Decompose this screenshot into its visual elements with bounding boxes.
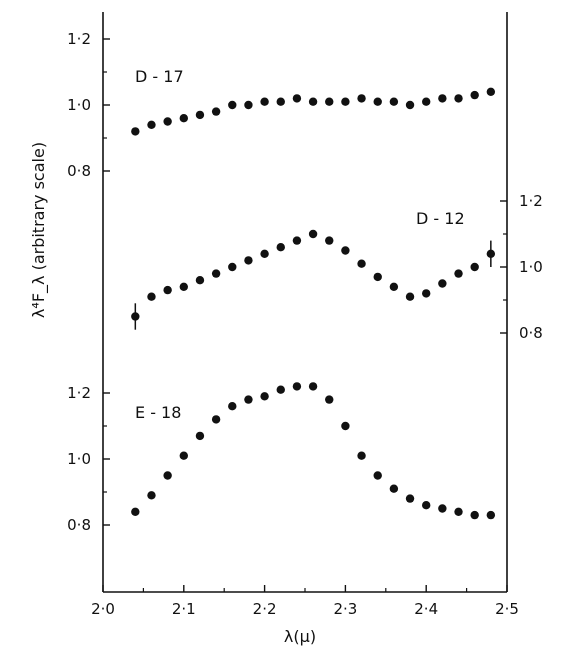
data-point: [373, 471, 382, 480]
data-point: [325, 236, 334, 245]
data-point: [341, 246, 350, 255]
y-tick-label: 1·2: [519, 192, 543, 210]
data-point: [244, 256, 253, 265]
series-labels: D - 17 D - 12 E - 18: [135, 67, 465, 422]
y-tick-label: 1·0: [67, 96, 91, 114]
y-tick-label: 0·8: [519, 324, 543, 342]
data-point: [438, 504, 447, 513]
data-point: [438, 279, 447, 288]
data-point: [405, 292, 415, 301]
data-point: [211, 269, 221, 278]
x-tick-label: 2·4: [414, 600, 438, 618]
data-point: [211, 107, 221, 116]
data-point: [276, 385, 285, 394]
data-point: [228, 100, 237, 110]
data-point: [341, 97, 350, 106]
data-point: [422, 97, 431, 106]
y-tick-label: 0·8: [67, 516, 91, 534]
x-axis-title: λ(μ): [284, 627, 316, 646]
data-point: [195, 110, 205, 120]
series-0: [131, 87, 496, 136]
data-point: [454, 94, 463, 103]
data-point: [486, 510, 496, 520]
data-point: [373, 272, 382, 282]
data-point: [195, 431, 205, 441]
data-point: [276, 243, 285, 252]
data-point: [260, 392, 269, 401]
data-point: [163, 471, 172, 480]
data-point: [325, 395, 334, 404]
series-label: D - 17: [135, 67, 184, 86]
data-point: [357, 94, 366, 103]
data-point: [373, 97, 382, 106]
data-point: [260, 249, 269, 258]
data-point: [454, 507, 463, 516]
data-point: [163, 117, 172, 126]
data-point: [211, 415, 221, 424]
data-point: [405, 494, 415, 503]
data-point: [341, 421, 350, 431]
y-tick-label: 0·8: [67, 162, 91, 180]
data-point: [422, 289, 431, 298]
x-tick-label: 2·0: [91, 600, 115, 618]
data-point: [486, 87, 496, 97]
data-point: [276, 97, 285, 106]
data-point: [292, 236, 302, 245]
data-point: [292, 382, 302, 391]
y-axes: 0·8 1·0 1·2 0·8 1·0 1·2 0·8 1·0 1·2: [67, 30, 543, 534]
data-point: [422, 501, 431, 510]
data-points: [131, 87, 496, 520]
data-point: [228, 402, 237, 411]
data-point: [470, 510, 479, 520]
data-point: [292, 94, 302, 103]
data-point: [405, 100, 415, 110]
data-point: [438, 94, 447, 103]
x-tick-label: 2·1: [172, 600, 196, 618]
data-point: [260, 97, 269, 106]
data-point: [454, 269, 463, 278]
data-point: [244, 100, 253, 110]
data-point: [389, 484, 399, 493]
y-tick-label: 1·0: [67, 450, 91, 468]
data-point: [195, 276, 205, 285]
data-point: [308, 382, 318, 391]
x-tick-label: 2·5: [495, 600, 519, 618]
data-point: [147, 491, 156, 500]
data-point: [147, 120, 156, 129]
data-point: [163, 285, 172, 295]
series-1: [131, 229, 496, 330]
data-point: [131, 127, 140, 136]
data-point: [389, 282, 399, 291]
y-tick-label: 1·0: [519, 258, 543, 276]
data-point: [179, 451, 188, 460]
data-point: [389, 97, 399, 106]
series-label: E - 18: [135, 403, 181, 422]
x-tick-label: 2·2: [253, 600, 277, 618]
x-tick-label: 2·3: [333, 600, 357, 618]
data-point: [147, 292, 156, 301]
data-point: [228, 262, 237, 272]
data-point: [470, 262, 479, 272]
series-label: D - 12: [416, 209, 465, 228]
y-tick-label: 1·2: [67, 30, 91, 48]
data-point: [325, 97, 334, 106]
series-2: [131, 382, 496, 520]
y-tick-label: 1·2: [67, 384, 91, 402]
data-point: [357, 259, 366, 268]
data-point: [308, 97, 318, 106]
x-axis: 2·0 2·1 2·2 2·3 2·4 2·5: [91, 585, 519, 618]
data-point: [179, 282, 188, 291]
data-point: [244, 395, 253, 404]
data-point: [357, 451, 366, 460]
data-point: [131, 507, 140, 516]
y-axis-title: λ⁴F_λ (arbitrary scale): [29, 142, 49, 318]
data-point: [470, 90, 479, 100]
data-point: [179, 114, 188, 123]
data-point: [308, 229, 318, 239]
